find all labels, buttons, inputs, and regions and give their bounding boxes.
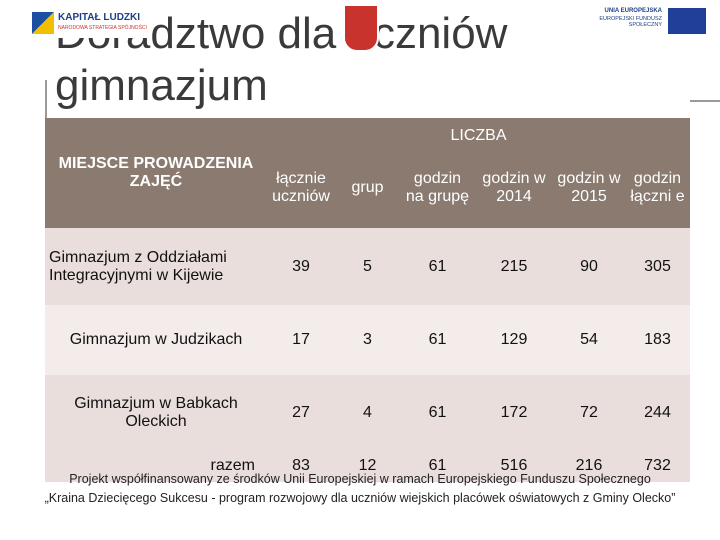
row-label: Gimnazjum w Judzikach (69, 331, 243, 348)
cell-value: 183 (644, 331, 671, 348)
logo-left: KAPITAŁ LUDZKI NARODOWA STRATEGIA SPÓJNO… (28, 8, 148, 38)
frame-line (45, 80, 47, 120)
cell-value: 17 (292, 331, 310, 348)
row-band (45, 305, 690, 375)
logo-icon (32, 12, 54, 34)
cell-value: 244 (644, 403, 671, 421)
cell-value: 61 (428, 257, 447, 275)
eu-flag (668, 8, 706, 34)
logo-text: KAPITAŁ LUDZKI (58, 12, 141, 23)
cell-value: 305 (644, 257, 671, 275)
cell-value: 732 (644, 457, 671, 474)
footer: Projekt współfinansowany ze środków Unii… (40, 470, 680, 508)
row-label: razem (210, 457, 255, 474)
cell-value: 129 (500, 331, 528, 348)
cell-value: 215 (500, 257, 528, 275)
crest (343, 4, 379, 52)
row-band (45, 375, 690, 450)
cell-value: 61 (428, 457, 447, 474)
row-label: Gimnazjum z Oddziałami Integracyjnymi w … (49, 248, 227, 284)
column-header: grup (351, 179, 384, 196)
column-header: godzin w 2014 (482, 170, 546, 205)
cell-value: 72 (580, 403, 598, 421)
logo-subtext: NARODOWA STRATEGIA SPÓJNOŚCI (58, 25, 147, 31)
column-header: łącznie uczniów (272, 170, 330, 205)
cell-value: 12 (358, 457, 377, 474)
title: Doradztwo dla uczniów gimnazjum (55, 9, 508, 110)
cell-value: 5 (363, 257, 372, 275)
footer-line: Projekt współfinansowany ze środków Unii… (69, 472, 651, 486)
row-band (45, 450, 690, 482)
cell-value: 27 (292, 403, 310, 421)
header-band (45, 118, 690, 228)
cell-value: 39 (292, 257, 310, 275)
group-header: LICZBA (450, 127, 507, 144)
cell-value: 61 (428, 331, 447, 348)
cell-value: 216 (575, 457, 603, 474)
frame-line (690, 100, 720, 102)
row-label: Gimnazjum w Babkach Oleckich (74, 394, 238, 430)
column-header: MIEJSCE PROWADZENIA ZAJĘĆ (58, 155, 254, 190)
cell-value: 4 (363, 403, 372, 421)
logo-text: EUROPEJSKI FUNDUSZ SPOŁECZNY (599, 16, 662, 28)
cell-value: 90 (580, 257, 598, 275)
column-header: godzin łączni e (630, 170, 685, 205)
cell-value: 172 (500, 403, 528, 421)
cell-value: 54 (580, 331, 598, 348)
column-header: godzin na grupę (405, 170, 470, 205)
footer-line: „Kraina Dziecięcego Sukcesu - program ro… (44, 491, 676, 505)
table: LICZBA MIEJSCE PROWADZENIA ZAJĘĆ łącznie u… (45, 118, 690, 482)
column-header: godzin w 2015 (557, 170, 621, 205)
row-band (45, 228, 690, 305)
cell-value: 61 (428, 403, 447, 421)
cell-value: 83 (292, 457, 310, 474)
logo-text: UNIA EUROPEJSKA (604, 8, 662, 14)
cell-value: 3 (363, 331, 372, 348)
logo-right: UNIA EUROPEJSKA EUROPEJSKI FUNDUSZ SPOŁE… (596, 6, 716, 36)
cell-value: 516 (500, 457, 528, 474)
